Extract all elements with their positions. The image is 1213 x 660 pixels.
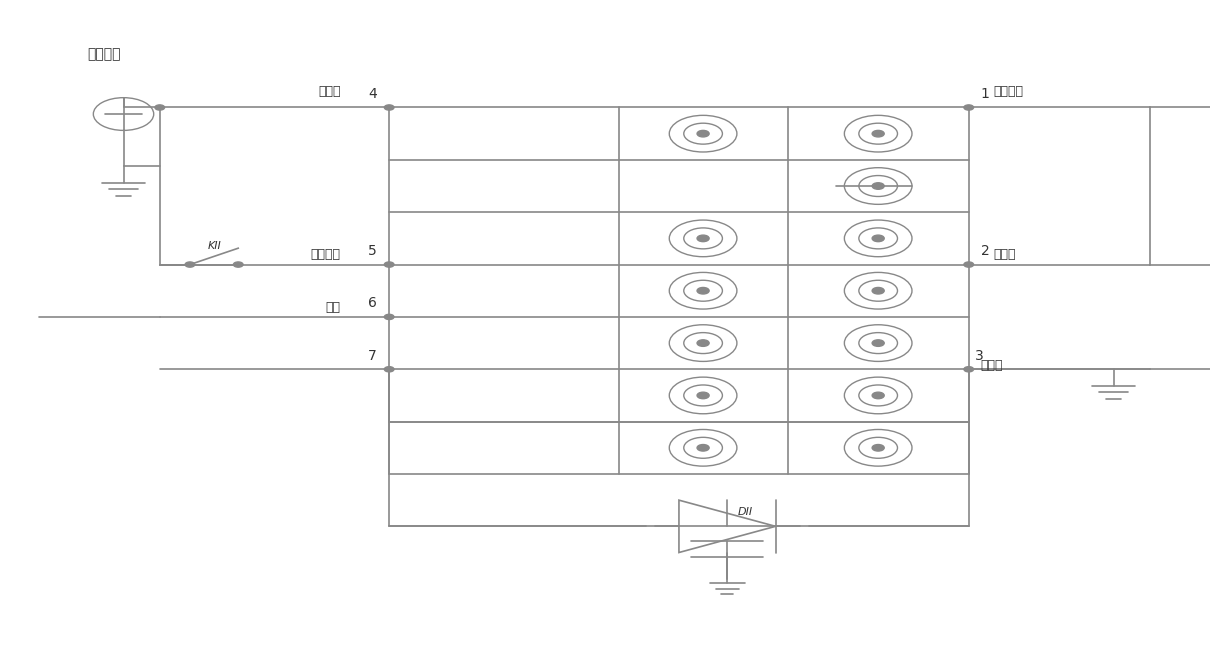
Circle shape xyxy=(964,262,974,267)
Text: 6: 6 xyxy=(369,296,377,310)
Text: 4: 4 xyxy=(369,87,377,101)
Circle shape xyxy=(872,340,884,347)
Text: 接地线: 接地线 xyxy=(318,84,341,98)
Text: 牵引电路: 牵引电路 xyxy=(993,84,1023,98)
Text: 受流器: 受流器 xyxy=(993,248,1015,261)
Circle shape xyxy=(186,262,195,267)
Text: 接地线: 接地线 xyxy=(981,360,1003,372)
Circle shape xyxy=(872,235,884,242)
Text: 母线: 母线 xyxy=(326,300,341,314)
Circle shape xyxy=(697,235,710,242)
Circle shape xyxy=(697,131,710,137)
Text: 车间电源: 车间电源 xyxy=(311,248,341,261)
Circle shape xyxy=(872,288,884,294)
Circle shape xyxy=(872,183,884,189)
Circle shape xyxy=(385,367,394,372)
Text: 3: 3 xyxy=(975,348,984,363)
Text: 5: 5 xyxy=(369,244,377,258)
Circle shape xyxy=(872,445,884,451)
Circle shape xyxy=(697,288,710,294)
Circle shape xyxy=(385,262,394,267)
Circle shape xyxy=(964,367,974,372)
Circle shape xyxy=(155,105,165,110)
Text: 2: 2 xyxy=(981,244,990,258)
Text: KII: KII xyxy=(207,242,221,251)
Circle shape xyxy=(697,445,710,451)
Circle shape xyxy=(872,392,884,399)
Circle shape xyxy=(385,105,394,110)
Text: 车间电源: 车间电源 xyxy=(87,48,121,61)
Circle shape xyxy=(872,131,884,137)
Text: DII: DII xyxy=(738,506,753,517)
Circle shape xyxy=(964,105,974,110)
Circle shape xyxy=(697,340,710,347)
Circle shape xyxy=(233,262,243,267)
Circle shape xyxy=(385,314,394,319)
Text: 7: 7 xyxy=(369,348,377,363)
Text: 1: 1 xyxy=(981,87,990,101)
Circle shape xyxy=(697,392,710,399)
